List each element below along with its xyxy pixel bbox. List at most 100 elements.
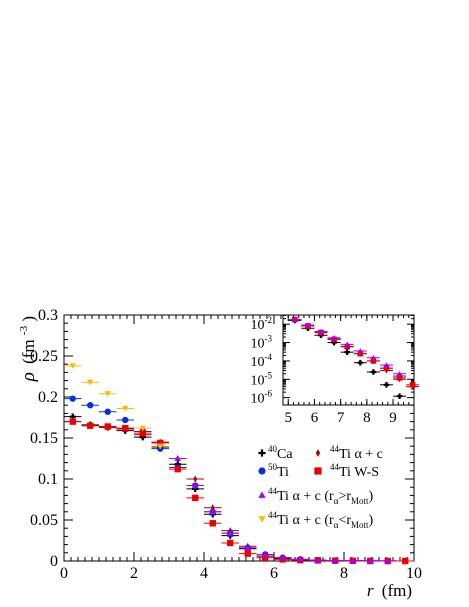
data-point bbox=[69, 418, 76, 425]
x-axis-label: r (fm) bbox=[367, 581, 412, 600]
inset-data-point bbox=[291, 316, 298, 322]
inset-y-tick-labels: 10-210-310-410-510-6 bbox=[251, 315, 273, 406]
data-point bbox=[69, 395, 76, 402]
data-point bbox=[174, 465, 181, 473]
inset-data-point bbox=[383, 362, 390, 368]
main-x-tick-labels: 0 2 4 6 8 10 bbox=[60, 565, 422, 582]
inset-data-point bbox=[396, 370, 403, 376]
data-point bbox=[104, 408, 111, 415]
legend-marker-symbol bbox=[258, 467, 266, 475]
inset-data-point bbox=[318, 328, 324, 334]
inset-data-point bbox=[357, 350, 364, 357]
legend-label-ti44-r-gt-rmott: 44Ti α + c (rα>rMott) bbox=[268, 486, 374, 506]
inset-y-tick-label: 10-5 bbox=[251, 370, 273, 388]
legend-marker-ti50 bbox=[315, 449, 321, 457]
data-point bbox=[349, 557, 356, 564]
inset-y-tick-label: 10-3 bbox=[251, 334, 273, 352]
legend-marker-ti44-ws bbox=[314, 467, 322, 475]
inset-data-point bbox=[344, 343, 350, 350]
data-point bbox=[192, 494, 199, 502]
legend-label-ti44-ws: 44Ti W-S bbox=[330, 462, 379, 480]
legend-entry-ti50: 50Ti bbox=[268, 449, 321, 480]
legend-marker-symbol bbox=[258, 491, 266, 498]
main-data-points bbox=[64, 363, 414, 565]
legend-entry-ti44-r-lt-rmott: 44Ti α + c (rα<rMott) bbox=[258, 510, 374, 530]
inset-plot: 5 6 7 8 9 10-210-310-410-510-6 bbox=[251, 314, 420, 426]
y-tick-label: 0.25 bbox=[30, 348, 58, 365]
inset-data-point bbox=[305, 322, 311, 328]
y-axis-unit: (fm bbox=[19, 339, 38, 364]
inset-data-point bbox=[370, 369, 377, 375]
legend-label-ca40: 40Ca bbox=[268, 444, 293, 462]
y-tick-label: 0.15 bbox=[30, 430, 58, 447]
data-point bbox=[227, 539, 234, 547]
data-point bbox=[192, 482, 199, 489]
legend-label-ti44-alpha-c: 44Ti α + c bbox=[330, 444, 383, 462]
inset-data-point bbox=[370, 358, 377, 364]
data-point bbox=[332, 557, 339, 564]
data-point bbox=[122, 405, 129, 412]
legend-label-ti44-r-lt-rmott: 44Ti α + c (rα<rMott) bbox=[268, 510, 374, 530]
legend-entry-ti44-r-gt-rmott: 44Ti α + c (rα>rMott) bbox=[258, 486, 374, 506]
inset-x-tick-label: 9 bbox=[389, 410, 397, 426]
data-point bbox=[314, 556, 321, 563]
main-y-tick-labels: 0 0.05 0.1 0.15 0.2 0.25 0.3 bbox=[30, 307, 58, 570]
main-plot: 0 2 4 6 8 10 0 0.05 0.1 0.15 0.2 0.25 0.3 r (fm) ρ … bbox=[12, 307, 422, 600]
data-point bbox=[87, 402, 94, 409]
data-point bbox=[104, 423, 111, 430]
y-tick-label: 0.3 bbox=[38, 307, 58, 324]
y-axis-unit-close: ) bbox=[19, 316, 38, 322]
inset-data-point bbox=[357, 359, 364, 366]
data-point bbox=[227, 529, 234, 536]
data-point bbox=[209, 508, 216, 515]
inset-data-points bbox=[288, 316, 420, 399]
x-tick-label: 4 bbox=[200, 565, 208, 582]
data-point bbox=[174, 455, 181, 462]
inset-x-tick-label: 5 bbox=[284, 410, 292, 426]
x-tick-label: 0 bbox=[60, 565, 68, 582]
y-tick-label: 0 bbox=[50, 553, 58, 570]
legend-marker-symbol bbox=[314, 467, 322, 475]
inset-data-point bbox=[344, 341, 350, 347]
data-point bbox=[244, 544, 251, 551]
legend-marker-ti44-r-gt-rmott bbox=[258, 491, 266, 498]
data-point bbox=[367, 557, 374, 564]
inset-data-point bbox=[370, 354, 377, 360]
x-tick-label: 8 bbox=[340, 565, 348, 582]
data-point bbox=[384, 557, 391, 564]
inset-x-tick-labels: 5 6 7 8 9 bbox=[284, 410, 396, 426]
legend-entry-ti44-alpha-c: 44Ti α + c bbox=[258, 444, 383, 475]
y-axis-unit-exponent: -3 bbox=[18, 325, 30, 335]
legend-marker-ca40 bbox=[258, 449, 266, 457]
data-point bbox=[157, 439, 164, 447]
series-ti44_ws bbox=[64, 418, 414, 565]
data-point bbox=[122, 424, 129, 432]
inset-data-point bbox=[357, 348, 364, 354]
data-point bbox=[157, 443, 164, 450]
legend-marker-ti44-alpha-c bbox=[258, 467, 266, 475]
data-point bbox=[87, 379, 94, 386]
data-point bbox=[262, 551, 269, 557]
x-tick-label: 6 bbox=[270, 565, 278, 582]
y-axis-variable: ρ bbox=[18, 372, 39, 382]
inset-y-tick-label: 10-6 bbox=[251, 389, 273, 407]
data-point bbox=[279, 554, 286, 561]
y-axis-label: ρ (fm -3 ) bbox=[12, 316, 39, 382]
legend-marker-ti44-r-lt-rmott bbox=[258, 516, 266, 523]
data-point bbox=[104, 391, 111, 397]
data-point bbox=[87, 422, 94, 429]
series-ti44_gt bbox=[169, 455, 397, 564]
inset-data-point bbox=[331, 335, 337, 341]
inset-data-point bbox=[344, 349, 350, 355]
inset-data-point bbox=[409, 382, 416, 388]
inset-axis-ticks bbox=[282, 314, 415, 405]
data-point bbox=[297, 556, 304, 562]
x-axis-unit: (fm) bbox=[382, 581, 412, 600]
legend-marker-symbol bbox=[258, 449, 266, 457]
inset-x-tick-label: 6 bbox=[311, 410, 319, 426]
legend-marker-symbol bbox=[258, 516, 266, 523]
y-tick-label: 0.05 bbox=[30, 512, 58, 529]
data-point bbox=[139, 429, 146, 437]
data-point bbox=[122, 416, 129, 424]
y-tick-label: 0.1 bbox=[38, 471, 58, 488]
